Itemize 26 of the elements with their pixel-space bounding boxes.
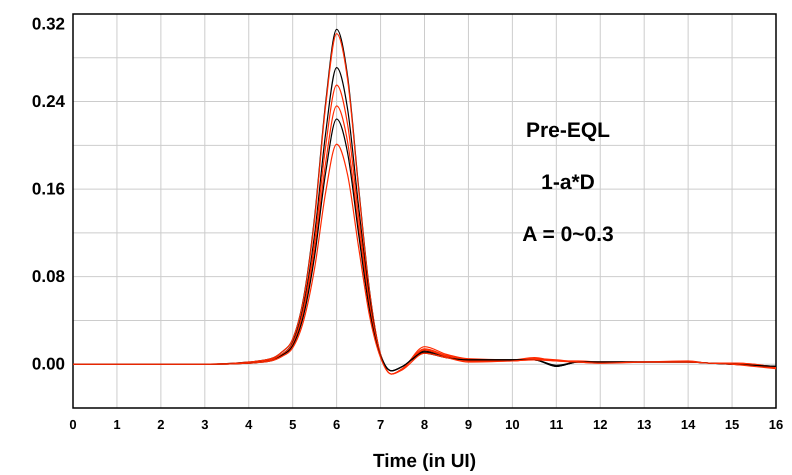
- x-tick-label: 16: [768, 417, 784, 432]
- y-tick-label: 0.32: [32, 14, 65, 34]
- x-tick-label: 12: [593, 417, 608, 432]
- x-tick-label: 8: [420, 417, 428, 432]
- x-tick-label: 0: [69, 417, 77, 432]
- y-tick-label: 0.00: [32, 354, 65, 374]
- x-tick-label: 11: [549, 417, 564, 432]
- annotation: 1-a*D: [541, 171, 595, 194]
- x-tick-label: 2: [157, 417, 164, 432]
- x-tick-label: 4: [245, 417, 254, 432]
- y-tick-label: 0.16: [32, 180, 65, 199]
- x-tick-label: 3: [201, 417, 208, 432]
- x-tick-label: 10: [505, 417, 520, 432]
- y-tick-label: 0.08: [32, 267, 65, 286]
- x-tick-label: 14: [680, 417, 696, 432]
- x-tick-label: 6: [333, 417, 340, 432]
- x-tick-label: 5: [289, 417, 296, 432]
- x-tick-label: 9: [464, 417, 472, 432]
- x-tick-label: 7: [376, 417, 384, 432]
- x-axis-title: Time (in UI): [372, 451, 476, 472]
- annotation: A = 0~0.3: [522, 223, 614, 246]
- annotation: Pre-EQL: [526, 119, 610, 142]
- y-tick-label: 0.24: [32, 92, 66, 111]
- x-tick-label: 1: [113, 417, 121, 432]
- x-tick-label: 15: [724, 417, 740, 432]
- x-tick-label: 13: [636, 417, 652, 432]
